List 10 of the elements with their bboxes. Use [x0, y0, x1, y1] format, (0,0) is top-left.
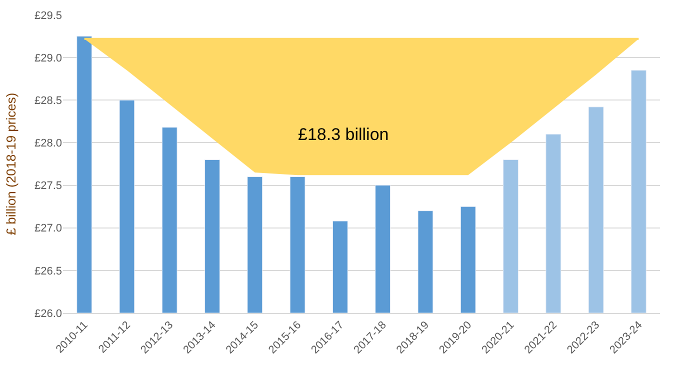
y-tick-label: £27.0 [34, 222, 62, 235]
y-axis-title: £ billion (2018-19 prices) [3, 92, 18, 236]
y-tick-label: £28.5 [34, 94, 62, 107]
y-tick-label: £26.5 [34, 265, 62, 278]
annotation: £18.3 billion [298, 125, 389, 144]
y-tick-label: £29.5 [34, 10, 62, 22]
y-tick-label: £26.0 [34, 308, 62, 320]
y-tick-label: £28.0 [34, 138, 62, 150]
y-tick-label: £27.5 [34, 180, 62, 192]
y-tick-label: £29.0 [34, 52, 62, 64]
